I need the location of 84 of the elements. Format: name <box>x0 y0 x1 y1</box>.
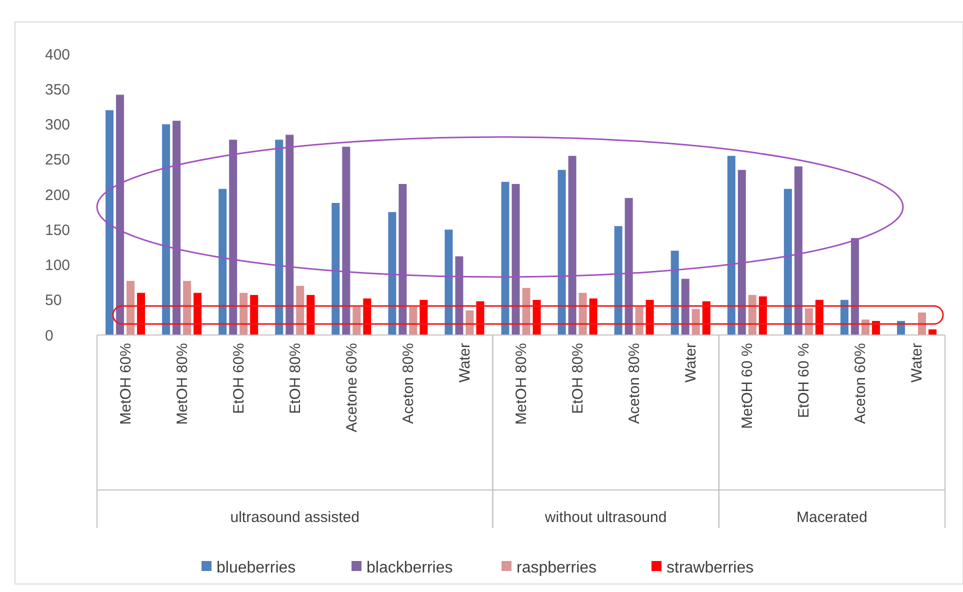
bar <box>794 166 802 335</box>
bar <box>850 238 859 335</box>
y-tick-label: 200 <box>45 186 70 204</box>
bar <box>815 300 824 335</box>
x-tick-label: EtOH 80% <box>286 343 304 414</box>
x-tick-label: Acetone 60% <box>343 343 360 432</box>
bar <box>240 292 248 335</box>
x-tick-label: Aceton 80% <box>400 343 417 424</box>
x-axis-title: without ultrasound <box>544 509 667 526</box>
bar <box>296 286 304 335</box>
x-tick-label: EtOH 80% <box>570 343 587 414</box>
bar <box>250 294 258 335</box>
bar <box>466 310 474 335</box>
bar <box>409 306 418 335</box>
bar <box>286 134 294 335</box>
bar <box>748 294 756 335</box>
bar <box>646 300 654 335</box>
bar <box>183 280 192 335</box>
legend-label: strawberries <box>666 560 754 577</box>
bar <box>162 124 170 335</box>
bar <box>398 184 407 335</box>
bar <box>784 188 792 335</box>
bar <box>738 170 746 335</box>
bar <box>420 300 428 335</box>
bar <box>229 140 238 335</box>
bar <box>635 306 644 335</box>
bar <box>126 280 135 335</box>
bar <box>352 306 361 335</box>
bar <box>501 182 510 335</box>
legend-label: raspberries <box>516 560 597 577</box>
bar <box>558 170 566 335</box>
bar <box>918 312 926 335</box>
bar <box>444 230 453 335</box>
x-axis-title: Macerated <box>796 509 868 526</box>
y-tick-label: 350 <box>45 81 70 98</box>
bar <box>194 292 202 335</box>
x-tick-label: MetOH 60% <box>117 343 134 425</box>
legend-label: blueberries <box>216 560 296 577</box>
y-tick-label: 300 <box>45 116 70 134</box>
legend-label: blackberries <box>366 560 453 577</box>
x-axis-title: ultrasound assisted <box>230 509 360 526</box>
bar <box>172 120 181 335</box>
x-tick-label: Water <box>682 343 700 382</box>
y-tick-label: 150 <box>45 222 70 239</box>
bar <box>727 156 736 335</box>
bar <box>218 188 227 335</box>
bar <box>363 298 372 335</box>
x-tick-label: MetOH 80% <box>513 343 530 425</box>
bar <box>522 288 530 335</box>
bar <box>512 184 520 335</box>
bar <box>455 256 464 335</box>
x-tick-label: MetOH 80% <box>174 343 191 425</box>
bar <box>578 292 587 335</box>
x-tick-label: EtOH 60% <box>230 343 248 414</box>
bar <box>388 212 396 335</box>
bar <box>116 94 124 335</box>
bar <box>804 308 813 335</box>
bar <box>342 146 350 335</box>
bar <box>670 250 679 335</box>
bar <box>137 292 146 335</box>
x-tick-label: Water <box>908 343 926 382</box>
bar <box>532 300 541 335</box>
x-tick-label: Water <box>456 343 474 382</box>
y-tick-label: 50 <box>45 292 62 310</box>
bar <box>624 198 633 335</box>
bar <box>758 296 767 335</box>
bar <box>275 140 284 335</box>
bar <box>614 226 622 335</box>
bar <box>332 202 340 335</box>
bar <box>306 294 315 335</box>
y-tick-label: 400 <box>45 46 70 64</box>
x-tick-label: EtOH 60 % <box>796 343 813 418</box>
y-tick-label: 0 <box>45 327 54 344</box>
x-tick-label: Aceton 80% <box>626 343 644 424</box>
x-tick-label: MetOH 60 % <box>739 343 756 429</box>
bar <box>568 156 576 335</box>
y-tick-label: 250 <box>45 152 70 169</box>
bar <box>840 300 848 335</box>
bar <box>589 298 598 335</box>
y-tick-label: 100 <box>45 257 70 274</box>
x-tick-label: Aceton 60% <box>852 343 870 424</box>
bar <box>106 110 114 335</box>
bar <box>681 278 690 335</box>
bar <box>692 309 700 335</box>
